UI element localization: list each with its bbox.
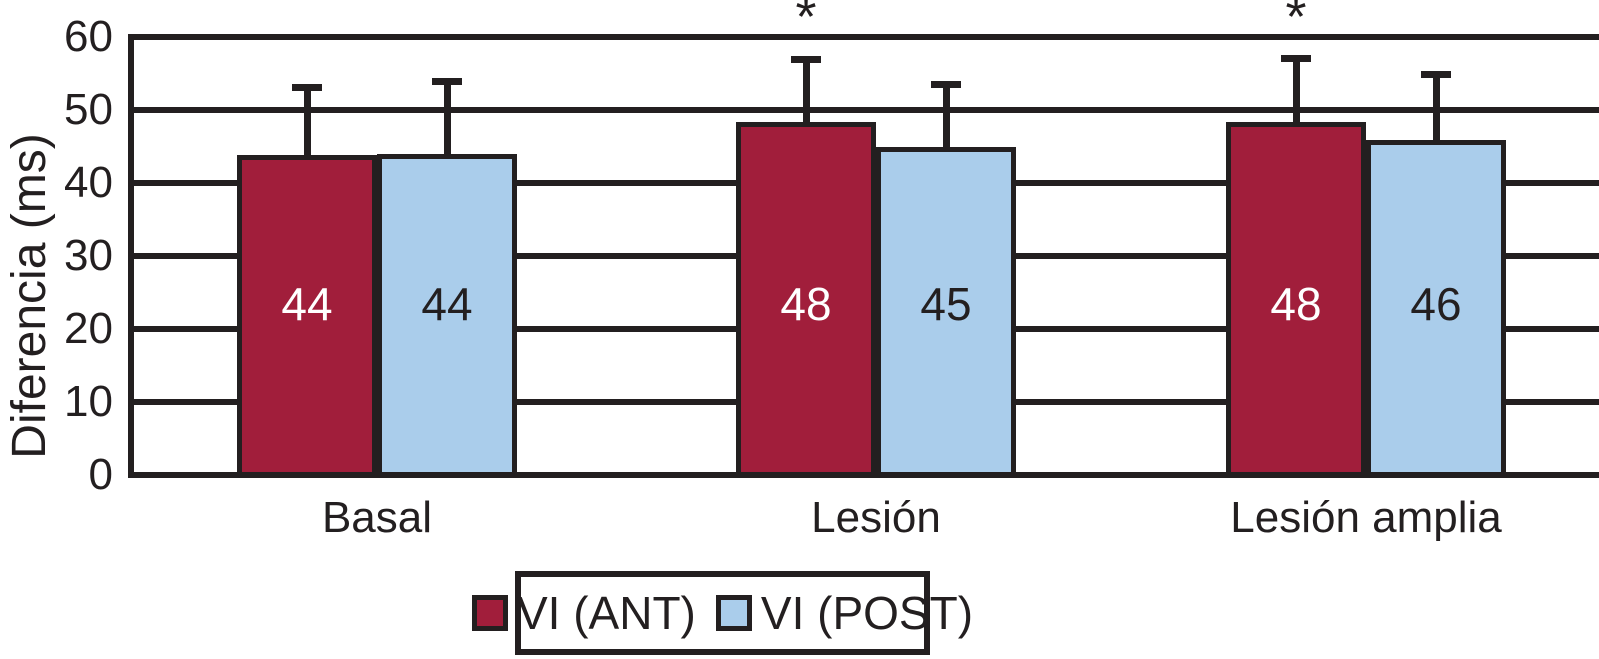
- significance-asterisk: *: [795, 0, 817, 47]
- legend-label: VI (ANT): [517, 587, 696, 639]
- bar-lesión-amplia-ant: [1226, 121, 1366, 477]
- error-bar-cap: [931, 81, 961, 89]
- error-bar-stem: [802, 59, 810, 128]
- category-label-basal: Basal: [321, 493, 433, 542]
- y-tick-label-60: 60: [64, 11, 113, 61]
- legend-swatch: [715, 595, 752, 631]
- error-bar-cap: [1421, 70, 1451, 78]
- bar-value-label: 48: [1270, 278, 1322, 330]
- gridline-60: [128, 33, 1599, 40]
- error-bar-cap: [1281, 54, 1311, 62]
- error-bar-cap: [791, 55, 821, 63]
- y-axis-line: [128, 33, 134, 477]
- bar-basal-ant: [237, 155, 377, 477]
- bar-basal-post: [377, 153, 517, 477]
- error-bar-stem: [1292, 58, 1300, 128]
- bar-lesión-post: [876, 147, 1016, 477]
- legend: VI (ANT) VI (POST): [472, 571, 973, 655]
- bar-lesión-amplia-post: [1366, 140, 1506, 477]
- bar-value-label: 46: [1410, 278, 1462, 330]
- error-bar-stem: [1432, 74, 1440, 147]
- category-label-lesión-amplia: Lesión amplia: [1230, 493, 1502, 542]
- bar-value-label: 44: [281, 278, 333, 330]
- legend-label: VI (POST): [760, 587, 974, 639]
- y-tick-label-50: 50: [64, 84, 113, 134]
- y-tick-label-10: 10: [64, 376, 113, 426]
- error-bar-cap: [292, 84, 322, 92]
- bar-lesión-ant: [736, 121, 876, 477]
- y-tick-label-20: 20: [64, 303, 113, 353]
- y-tick-label-0: 0: [88, 449, 113, 499]
- significance-asterisk: *: [1285, 0, 1307, 47]
- y-tick-label-30: 30: [64, 230, 113, 280]
- error-bar-cap: [432, 78, 462, 86]
- bar-value-label: 45: [920, 278, 972, 330]
- error-bar-stem: [303, 87, 311, 162]
- bar-value-label: 48: [780, 278, 832, 330]
- legend-item: VI (POST): [715, 587, 974, 639]
- category-label-lesión: Lesión: [811, 493, 941, 542]
- y-tick-label-40: 40: [64, 157, 113, 207]
- gridline-50: [128, 106, 1599, 113]
- bar-value-label: 44: [421, 278, 473, 330]
- legend-swatch: [472, 595, 508, 631]
- legend-item: VI (ANT): [472, 590, 696, 636]
- error-bar-stem: [443, 81, 451, 160]
- error-bar-stem: [942, 84, 950, 154]
